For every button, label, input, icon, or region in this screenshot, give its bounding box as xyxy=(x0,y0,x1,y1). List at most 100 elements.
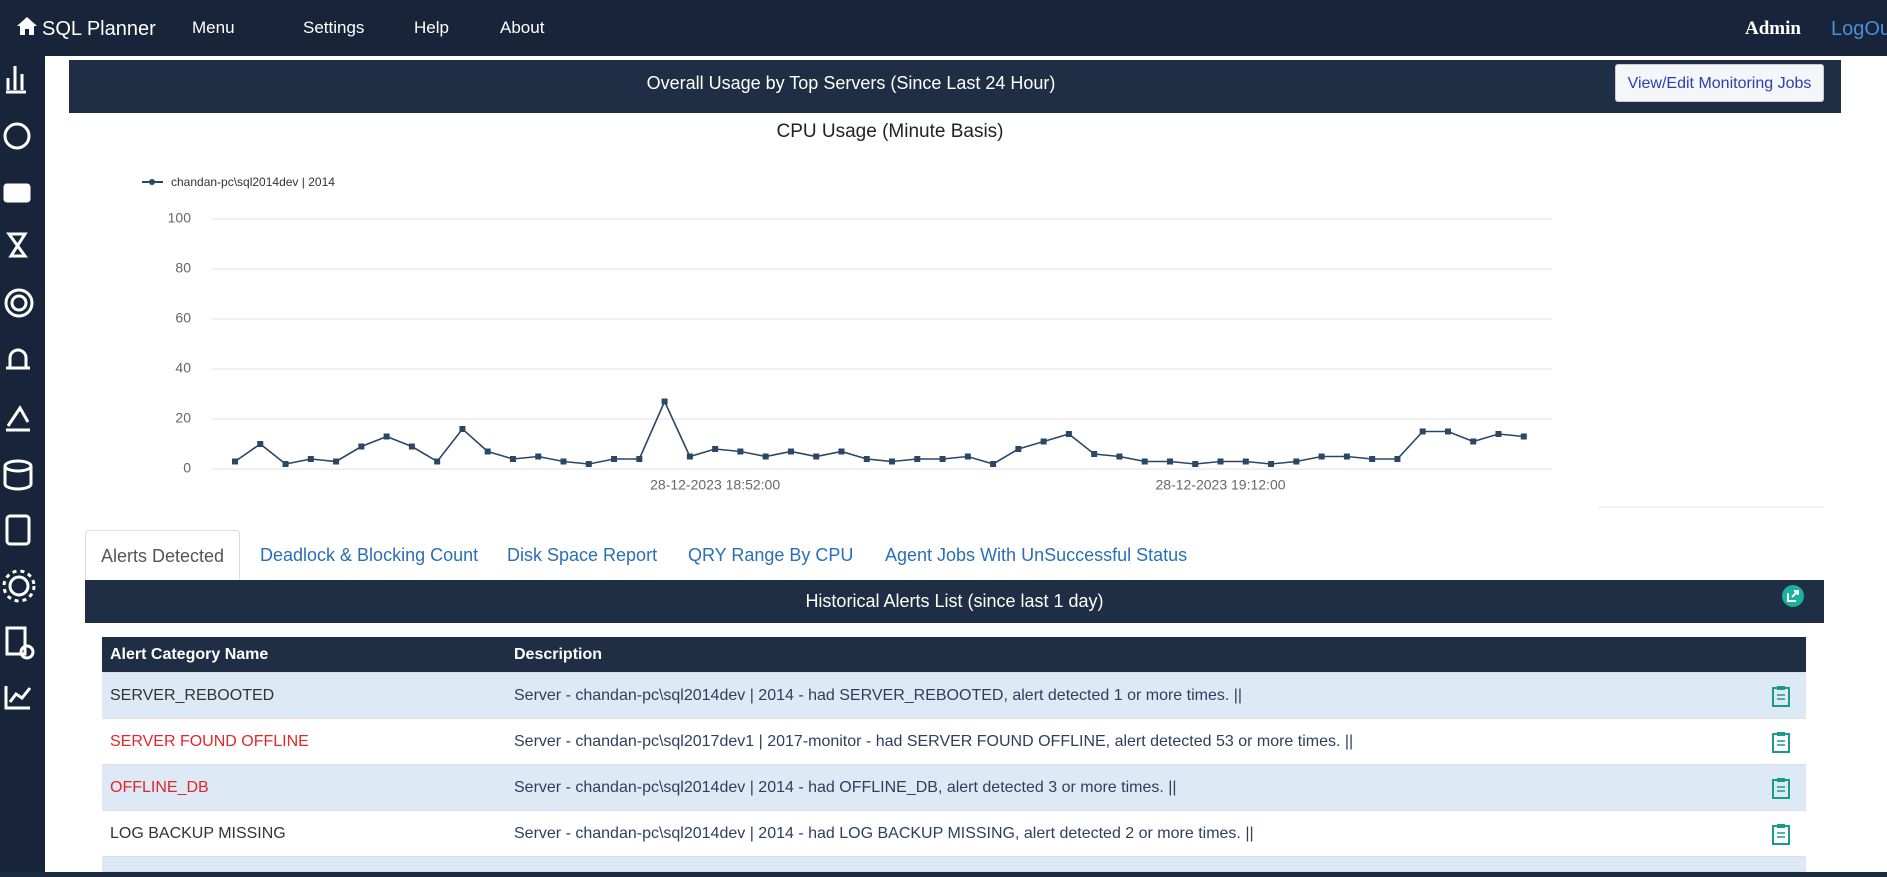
alert-description: Server - chandan-pc\sql2017dev1 | 2017-m… xyxy=(514,733,1354,750)
point xyxy=(1318,453,1325,460)
table-header: Alert Category Name Description xyxy=(102,637,1806,673)
clipboard-icon[interactable] xyxy=(1772,685,1790,707)
point xyxy=(1040,438,1047,445)
point xyxy=(257,441,264,447)
table-row: OFFLINE_DB Server - chandan-pc\sql2014de… xyxy=(102,765,1806,811)
point xyxy=(889,458,896,465)
brand[interactable]: SQL Planner xyxy=(42,18,156,40)
navbar: SQL Planner Menu Settings Help About Adm… xyxy=(0,0,1887,56)
point xyxy=(232,458,238,465)
export-icon[interactable] xyxy=(1781,584,1805,608)
x-tick-label: 28-12-2023 19:12:00 xyxy=(1156,477,1286,493)
point xyxy=(838,448,845,455)
point xyxy=(1065,431,1072,437)
point xyxy=(712,446,719,452)
point xyxy=(611,456,618,462)
y-tick-label: 0 xyxy=(183,460,191,476)
y-tick-label: 40 xyxy=(175,360,191,376)
point xyxy=(939,456,946,462)
settings[interactable]: Settings xyxy=(303,18,365,37)
y-tick-label: 20 xyxy=(175,410,191,426)
point xyxy=(1293,458,1300,465)
point xyxy=(459,426,466,432)
point xyxy=(737,448,744,455)
point xyxy=(964,453,971,460)
point xyxy=(1444,428,1451,435)
point xyxy=(408,443,415,450)
point xyxy=(1192,461,1199,467)
point xyxy=(1470,438,1477,445)
point xyxy=(813,453,820,460)
clipboard-icon[interactable] xyxy=(1772,777,1790,799)
point xyxy=(1166,458,1173,465)
table-row: SERVER_REBOOTED Server - chandan-pc\sql2… xyxy=(102,673,1806,719)
table-row: SERVER FOUND OFFLINE Server - chandan-pc… xyxy=(102,719,1806,765)
alert-description: Server - chandan-pc\sql2014dev | 2014 - … xyxy=(514,687,1243,704)
point xyxy=(1343,453,1350,460)
point xyxy=(535,453,542,460)
point xyxy=(333,458,340,465)
point xyxy=(636,456,643,462)
user[interactable]: Admin xyxy=(1745,18,1801,39)
home-icon xyxy=(17,17,37,35)
alert-description: Server - chandan-pc\sql2014dev | 2014 - … xyxy=(514,825,1254,842)
point xyxy=(1369,456,1376,462)
point xyxy=(1217,458,1224,465)
point xyxy=(585,461,592,467)
point xyxy=(1520,433,1527,440)
tab[interactable]: Deadlock & Blocking Count xyxy=(260,545,479,565)
tab[interactable]: Agent Jobs With UnSuccessful Status xyxy=(885,545,1188,565)
alerts-title: Historical Alerts List (since last 1 day… xyxy=(805,591,1104,611)
clipboard-icon[interactable] xyxy=(1772,731,1790,753)
point xyxy=(914,456,921,462)
series-line xyxy=(234,399,1524,465)
column-header: Description xyxy=(514,646,603,663)
tab[interactable]: QRY Range By CPU xyxy=(688,545,854,565)
point xyxy=(1394,456,1401,462)
alert-description: Server - chandan-pc\sql2014dev | 2014 - … xyxy=(514,779,1177,796)
point xyxy=(787,448,794,455)
point xyxy=(1091,451,1098,457)
alerts-header: Historical Alerts List (since last 1 day… xyxy=(85,580,1824,623)
alert-category: OFFLINE_DB xyxy=(110,779,209,796)
help[interactable]: Help xyxy=(414,18,449,37)
panel-title: Overall Usage by Top Servers (Since Last… xyxy=(646,73,1056,93)
point xyxy=(762,453,769,460)
chart: CPU Usage (Minute Basis) 0 20 40 60 80 100 28-… xyxy=(142,121,1824,508)
tab[interactable]: Disk Space Report xyxy=(507,545,658,565)
point xyxy=(282,461,289,467)
point xyxy=(686,453,693,460)
sidebar xyxy=(0,56,45,872)
edit-jobs-button[interactable]: View/Edit Monitoring Jobs xyxy=(1615,64,1824,102)
point xyxy=(383,433,390,440)
alert-category: SERVER_REBOOTED xyxy=(110,687,275,704)
column-header: Alert Category Name xyxy=(110,646,269,663)
sidebar-icons xyxy=(2,66,36,710)
point xyxy=(509,456,516,462)
point xyxy=(1116,453,1123,460)
point xyxy=(1495,431,1502,437)
point xyxy=(1419,428,1426,435)
point xyxy=(1015,446,1022,452)
about[interactable]: About xyxy=(500,18,545,37)
table-row: LOG BACKUP MISSING Server - chandan-pc\s… xyxy=(102,811,1806,857)
point xyxy=(990,461,997,467)
point xyxy=(863,456,870,462)
logout[interactable]: LogOut xyxy=(1831,18,1887,40)
chart-title: CPU Usage (Minute Basis) xyxy=(776,121,1003,142)
y-tick-label: 80 xyxy=(175,260,191,276)
point xyxy=(661,398,668,405)
point xyxy=(434,458,441,465)
alert-category: LOG BACKUP MISSING xyxy=(110,825,286,842)
legend-label: chandan-pc\sql2014dev | 2014 xyxy=(171,175,335,189)
panel-header: Overall Usage by Top Servers (Since Last… xyxy=(69,60,1841,113)
clipboard-icon[interactable] xyxy=(1772,823,1790,845)
tab[interactable]: Alerts Detected xyxy=(85,530,240,581)
point xyxy=(484,448,491,455)
point xyxy=(1141,458,1148,465)
menu[interactable]: Menu xyxy=(192,18,235,37)
alert-category: SERVER FOUND OFFLINE xyxy=(110,733,309,750)
point xyxy=(358,443,365,450)
x-tick-label: 28-12-2023 18:52:00 xyxy=(650,477,780,493)
